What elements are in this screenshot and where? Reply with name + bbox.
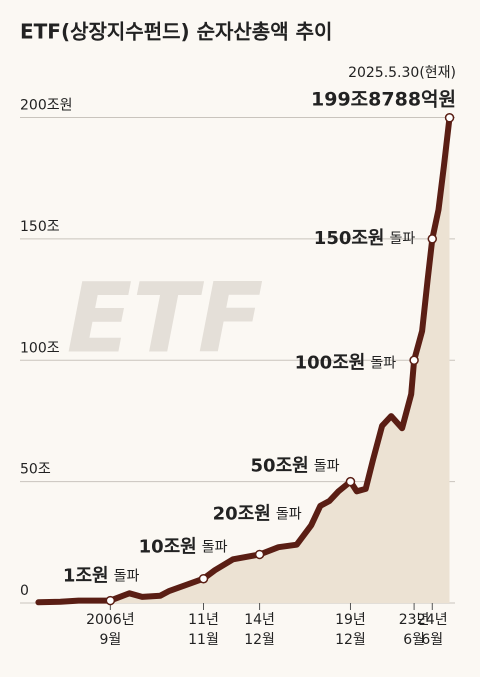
line [35, 114, 453, 606]
milestone-note: 돌파 [370, 355, 396, 371]
milestone-note: 돌파 [276, 506, 302, 522]
y-tick-label: 150조 [20, 219, 60, 235]
x-tick-label: 24년 6월 [416, 612, 448, 648]
x-tick-label: 19년 12월 [335, 612, 366, 648]
chart-title: ETF(상장지수펀드) 순자산총액 추이 [20, 20, 332, 44]
milestone-note: 돌파 [314, 459, 340, 475]
milestone-note: 돌파 [202, 540, 228, 556]
latest-marker [444, 113, 455, 123]
milestone-label: 100조원 돌파 [295, 352, 397, 373]
y-tick-label: 50조 [20, 462, 51, 478]
milestone-value: 100조원 [295, 352, 366, 373]
milestone-label: 10조원 돌파 [139, 537, 228, 558]
milestone-note: 돌파 [390, 231, 416, 247]
latest-value: 199조8788억원 [311, 89, 456, 111]
area [38, 117, 450, 604]
y-tick-label: 0 [20, 583, 29, 599]
milestone-label: 20조원 돌파 [213, 503, 302, 524]
milestone-value: 50조원 [251, 456, 309, 477]
milestone-marker [409, 355, 419, 365]
milestone-value: 150조원 [314, 228, 385, 249]
milestone-label: 50조원 돌파 [251, 456, 340, 477]
milestone-marker [105, 595, 116, 606]
milestone-label: 1조원 돌파 [63, 566, 140, 587]
x-tick-label: 14년 12월 [244, 612, 275, 648]
y-tick-label: 200조원 [20, 98, 72, 114]
milestone-value: 20조원 [213, 503, 271, 524]
latest-date: 2025.5.30(현재) [348, 65, 456, 81]
y-tick-label: 100조 [20, 340, 60, 356]
milestone-note: 돌파 [114, 569, 140, 585]
x-tick-label: 23년 6월 [398, 612, 430, 648]
watermark: ETF [67, 262, 264, 374]
x-tick-label: 11년 11월 [188, 612, 219, 648]
milestone-marker [198, 573, 209, 584]
milestone-marker [254, 549, 265, 560]
milestone-value: 10조원 [139, 537, 197, 558]
milestone-label: 150조원 돌파 [314, 228, 416, 249]
milestone-value: 1조원 [63, 566, 109, 587]
x-tick-label: 2006년 9월 [86, 612, 135, 648]
milestone-marker [427, 234, 438, 244]
milestone-marker [345, 476, 356, 487]
